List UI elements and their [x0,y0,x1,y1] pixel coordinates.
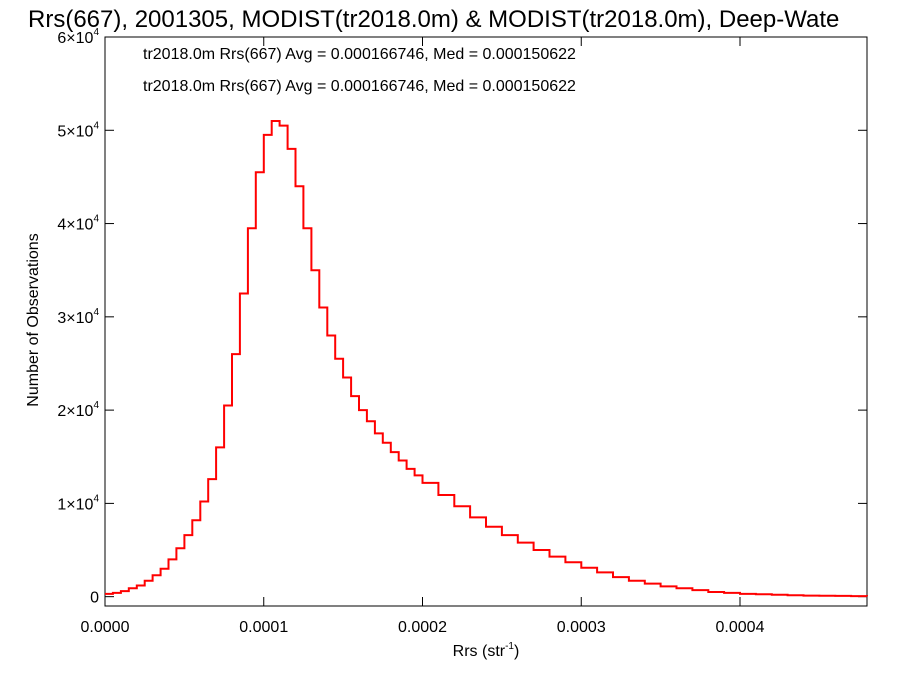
y-tick-label: 4×104 [57,214,99,234]
x-tick-label: 0.0003 [557,619,606,636]
y-tick-label: 2×104 [57,400,99,420]
x-axis-label: Rrs (str-1) [453,641,520,660]
y-tick-label: 0 [90,590,99,607]
x-axis-label-sup: -1 [505,641,514,652]
x-axis-label-suffix: ) [514,643,519,660]
chart-title: Rrs(667), 2001305, MODIST(tr2018.0m) & M… [28,6,839,33]
y-tick-label: 5×104 [57,120,99,140]
y-tick-label: 3×104 [57,307,99,327]
x-tick-label: 0.0002 [398,619,447,636]
histogram-series [105,120,868,598]
y-tick-label: 1×104 [57,493,99,513]
annotation-red: tr2018.0m Rrs(667) Avg = 0.000166746, Me… [143,78,576,95]
y-axis-label: Number of Observations [25,233,42,406]
y-tick-label: 6×104 [57,27,99,47]
x-tick-label: 0.0000 [81,619,130,636]
plot-area [104,36,868,607]
x-axis-ticks: 0.0000 0.0001 0.0002 0.0003 0.0004 [81,37,765,636]
x-tick-label: 0.0004 [716,619,765,636]
y-axis-ticks: 0 1×104 2×104 3×104 4×104 5×104 6×104 [57,27,867,607]
x-axis-label-prefix: Rrs (str [453,643,506,660]
plot-frame [104,36,868,607]
histogram-line [105,120,868,598]
x-tick-label: 0.0001 [239,619,288,636]
annotation-black: tr2018.0m Rrs(667) Avg = 0.000166746, Me… [143,46,576,63]
